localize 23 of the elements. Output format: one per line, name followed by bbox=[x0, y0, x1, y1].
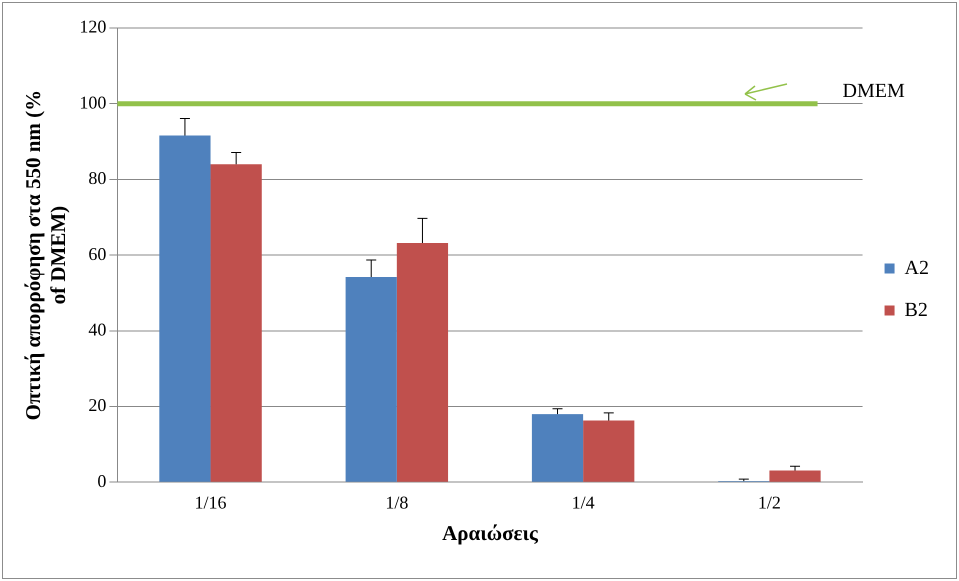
bar bbox=[532, 414, 584, 482]
y-tick-label: 0 bbox=[97, 470, 106, 491]
bar bbox=[159, 135, 211, 482]
y-tick-label: 20 bbox=[88, 395, 106, 416]
legend-label: A2 bbox=[904, 256, 930, 279]
y-tick-label: 40 bbox=[88, 320, 106, 340]
ref-line-label: DMEM bbox=[842, 80, 905, 102]
bar bbox=[210, 164, 262, 482]
y-tick-label: 100 bbox=[79, 92, 106, 112]
x-tick-label: 1/4 bbox=[572, 492, 595, 513]
y-tick-label: 80 bbox=[88, 168, 106, 188]
x-tick-label: 1/2 bbox=[758, 492, 781, 513]
y-tick-label: 60 bbox=[88, 244, 106, 264]
bar bbox=[769, 470, 821, 482]
bar bbox=[583, 420, 634, 482]
bar bbox=[396, 242, 448, 482]
y-tick-label: 120 bbox=[79, 16, 106, 37]
x-tick-label: 1/8 bbox=[385, 492, 408, 513]
legend-label: B2 bbox=[904, 298, 928, 321]
x-tick-label: 1/16 bbox=[194, 492, 227, 513]
x-axis-title: Αραιώσεις bbox=[442, 520, 539, 545]
bar bbox=[346, 277, 397, 482]
y-axis-title: Οπτική απορρόφηση στα 550 nm (% of DMEM) bbox=[21, 90, 70, 420]
